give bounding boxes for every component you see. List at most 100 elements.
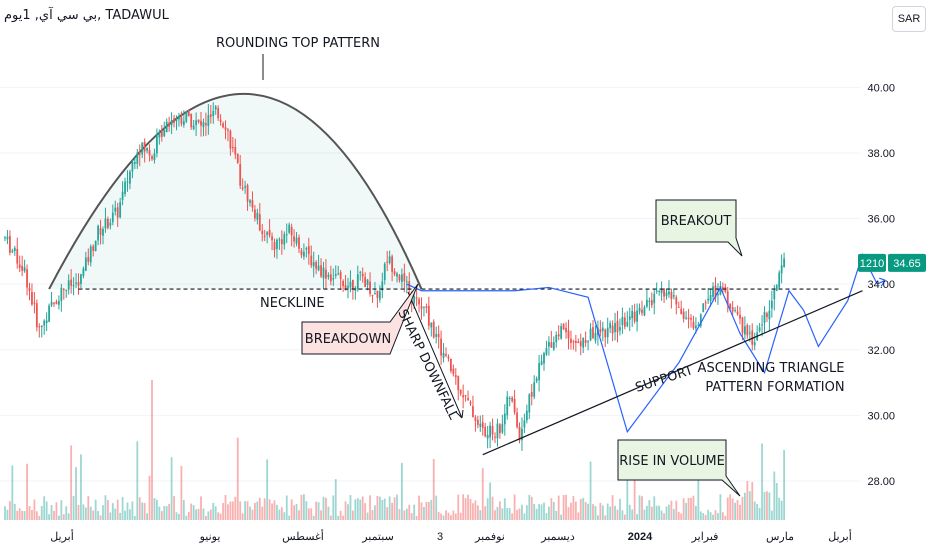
volume-bar (638, 495, 641, 520)
candle-body (276, 239, 278, 249)
volume-bar (165, 506, 168, 520)
volume-bar (707, 509, 710, 520)
volume-bar (126, 502, 129, 520)
volume-bar (339, 510, 342, 520)
volume-bar (641, 496, 643, 520)
volume-bar (712, 514, 714, 520)
volume-bar (528, 494, 531, 520)
volume-bar (315, 501, 318, 520)
candle-body (560, 326, 563, 339)
candle-body (753, 342, 756, 346)
volume-bar (263, 498, 266, 520)
candle-body (327, 274, 330, 278)
volume-bar (192, 505, 195, 520)
volume-bar (116, 499, 119, 520)
volume-bar (295, 504, 298, 520)
candle-body (712, 286, 714, 297)
candle-body (587, 341, 589, 343)
candle-body (675, 297, 678, 305)
candle-body (726, 291, 729, 305)
volume-bar (418, 495, 420, 520)
candle-body (472, 406, 474, 418)
candle-body (195, 120, 197, 126)
candle-body (168, 122, 171, 127)
candle-body (481, 422, 484, 428)
volume-bar (445, 510, 447, 520)
candle-body (175, 119, 178, 122)
volume-bar (180, 466, 183, 520)
y-tick-label: 34.00 (867, 279, 895, 291)
volume-bar (741, 496, 744, 520)
candle-body (432, 321, 435, 338)
volume-bar (258, 497, 261, 520)
candle-body (538, 363, 540, 381)
volume-bar (753, 501, 756, 520)
candle-body (131, 161, 134, 172)
volume-bar (138, 497, 141, 520)
candle-body (574, 341, 577, 343)
candle-body (565, 327, 567, 333)
candle-body (84, 257, 87, 271)
candle-body (648, 300, 651, 303)
volume-bar (562, 494, 565, 520)
candle-body (511, 397, 514, 401)
volume-bar (410, 513, 413, 520)
volume-bar (388, 496, 391, 520)
volume-bar (574, 501, 577, 520)
candle-body (445, 353, 447, 356)
volume-bar (114, 508, 117, 520)
candle-body (562, 323, 565, 330)
volume-bar (447, 512, 450, 520)
candle-body (758, 327, 761, 332)
candle-body (665, 292, 668, 296)
volume-bar (156, 499, 158, 520)
volume-bar (611, 495, 614, 520)
volume-bar (467, 494, 469, 520)
volume-bar (457, 494, 460, 520)
volume-bar (18, 508, 21, 520)
x-tick-label: سبتمبر (361, 531, 394, 543)
currency-button[interactable]: SAR (892, 6, 926, 32)
volume-bar (736, 500, 739, 520)
volume-bar (136, 441, 139, 520)
volume-bar (658, 505, 661, 520)
candle-body (692, 321, 695, 329)
candle-body (50, 301, 53, 306)
volume-bar (369, 495, 371, 520)
volume-bar (653, 496, 656, 520)
candle-body (307, 246, 310, 255)
volume-bar (501, 508, 504, 520)
candle-body (361, 273, 364, 277)
volume-bar (241, 513, 244, 520)
volume-bars (4, 380, 785, 520)
candle-body (219, 119, 222, 122)
volume-bar (163, 506, 166, 520)
volume-bar (205, 515, 207, 520)
volume-bar (695, 505, 697, 520)
volume-bar (668, 504, 670, 520)
candle-body (780, 265, 783, 274)
candle-body (489, 425, 491, 438)
breakdown-callout (301, 283, 419, 355)
volume-bar (6, 509, 9, 520)
candle-body (241, 187, 244, 190)
volume-bar (616, 509, 619, 520)
volume-bar (182, 500, 185, 520)
candle-body (623, 317, 626, 327)
volume-bar (648, 500, 651, 520)
volume-bar (408, 504, 411, 520)
volume-bar (459, 512, 462, 520)
candle-body (668, 291, 670, 295)
support-trendline (482, 290, 863, 456)
candle-body (550, 342, 553, 348)
candle-body (153, 153, 156, 160)
volume-bar (121, 496, 124, 520)
volume-bar (332, 495, 335, 520)
candle-body (207, 115, 210, 127)
candle-body (589, 328, 592, 341)
volume-bar (697, 458, 700, 520)
candle-body (702, 303, 705, 313)
volume-bar (594, 505, 597, 520)
candle-body (349, 281, 352, 288)
volume-bar (366, 512, 369, 520)
